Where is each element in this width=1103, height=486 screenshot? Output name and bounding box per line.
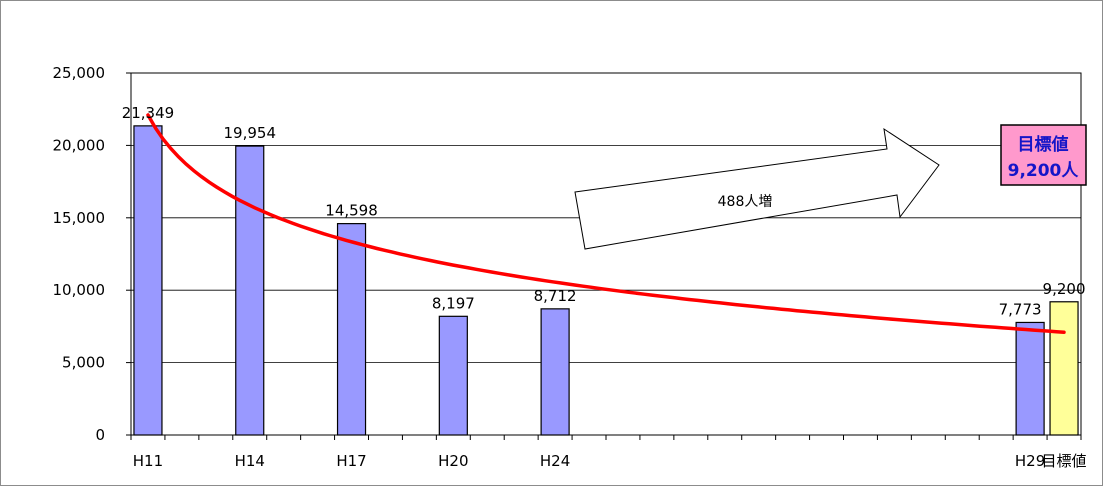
bar xyxy=(336,223,367,436)
data-label: 14,598 xyxy=(325,202,378,220)
data-label: 21,349 xyxy=(122,104,175,122)
bar xyxy=(438,315,468,436)
x-tick-label: 目標値 xyxy=(1042,452,1087,470)
x-tick-label: H29 xyxy=(1015,452,1045,470)
target-box xyxy=(1000,124,1087,186)
trendline-group xyxy=(146,113,1066,334)
x-tick-label: H17 xyxy=(336,452,366,470)
bar xyxy=(133,125,163,436)
trendline xyxy=(146,113,1066,334)
target-box-value: 9,200人 xyxy=(1008,161,1080,181)
y-tick-label: 5,000 xyxy=(62,354,105,372)
data-label: 9,200 xyxy=(1043,280,1086,298)
y-tick-label: 25,000 xyxy=(53,64,106,82)
callout-arrow-group: 488人増 xyxy=(574,127,940,250)
y-tick-label: 20,000 xyxy=(53,136,106,154)
callout-arrow xyxy=(574,127,940,250)
bar xyxy=(1015,321,1045,436)
callout-arrow-label: 488人増 xyxy=(718,194,773,210)
data-label: 7,773 xyxy=(999,300,1042,318)
x-tick-label: H24 xyxy=(540,452,570,470)
y-tick-label: 15,000 xyxy=(53,209,106,227)
x-tick-label: H14 xyxy=(235,452,265,470)
data-label: 19,954 xyxy=(224,124,277,142)
target-box-title: 目標値 xyxy=(1018,134,1069,155)
bar xyxy=(235,145,265,436)
y-tick-label: 10,000 xyxy=(53,281,106,299)
bar-series xyxy=(133,125,1079,436)
data-label: 8,712 xyxy=(534,287,577,305)
x-tick-label: H11 xyxy=(133,452,163,470)
y-tick-label: 0 xyxy=(95,426,105,444)
data-label: 8,197 xyxy=(432,294,475,312)
x-tick-label: H20 xyxy=(438,452,468,470)
axes: 0 5,000 10,000 15,000 20,000 25,000 H11 H14 H17 H… xyxy=(53,64,1087,470)
bar xyxy=(1049,301,1079,436)
bar xyxy=(540,308,570,436)
target-box-group: 目標値 9,200人 xyxy=(1000,124,1087,186)
